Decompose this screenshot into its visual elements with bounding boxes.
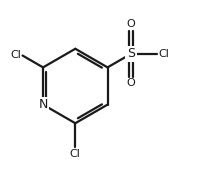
Text: O: O — [127, 19, 135, 29]
Text: O: O — [127, 78, 135, 88]
Text: Cl: Cl — [158, 49, 169, 59]
Text: Cl: Cl — [70, 149, 81, 159]
Text: Cl: Cl — [11, 50, 22, 60]
Text: N: N — [38, 98, 48, 111]
Text: S: S — [127, 47, 135, 60]
